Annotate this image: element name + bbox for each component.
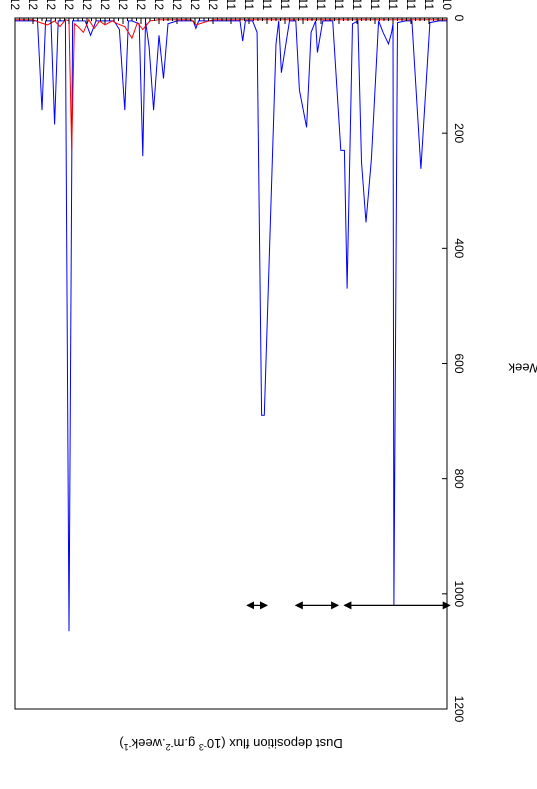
x-tick-label: 12/2010 — [440, 0, 454, 10]
x-tick-label: 09/2012 — [62, 0, 76, 10]
x-tick-label: 03/2011 — [386, 0, 400, 10]
x-tick-label: 02/2012 — [188, 0, 202, 10]
x-tick-label: 07/2011 — [314, 0, 328, 10]
x-tick-label: 06/2011 — [332, 0, 346, 10]
x-tick-label: 01/2012 — [206, 0, 220, 10]
y-tick-label: 600 — [452, 353, 466, 373]
y-axis-title: Dust deposition flux (10-3 g.m-2.week-1) — [119, 736, 343, 752]
x-tick-label: 05/2011 — [350, 0, 364, 10]
y-tick-label: 800 — [452, 469, 466, 489]
series-layer — [15, 18, 447, 632]
y-tick-label: 0 — [452, 15, 466, 22]
x-tick-label: 11/2011 — [242, 0, 256, 10]
x-axis-title: Week — [508, 361, 537, 376]
x-tick-label: 01/2011 — [422, 0, 436, 10]
y-tick-label: 1000 — [452, 580, 466, 607]
x-tick-label: 04/2012 — [152, 0, 166, 10]
x-tick-label: 10/2012 — [44, 0, 58, 10]
x-tick-label: 08/2012 — [80, 0, 94, 10]
x-tick-label: 10/2011 — [260, 0, 274, 10]
x-tick-label: 07/2012 — [98, 0, 112, 10]
x-tick-label: 11/2012 — [26, 0, 40, 10]
series-line-red — [15, 18, 447, 151]
x-tick-label: 06/2012 — [116, 0, 130, 10]
y-tick-label: 1200 — [452, 696, 466, 723]
x-tick-label: 05/2012 — [134, 0, 148, 10]
x-tick-label: 08/2011 — [296, 0, 310, 10]
y-tick-label: 400 — [452, 238, 466, 258]
x-tick-label: 03/2012 — [170, 0, 184, 10]
x-tick-label: 12/2011 — [224, 0, 238, 10]
series-line-blue — [15, 20, 447, 632]
x-tick-label: 02/2011 — [404, 0, 418, 10]
x-tick-label: 04/2011 — [368, 0, 382, 10]
plot-frame — [14, 17, 448, 710]
x-tick-label: 09/2011 — [278, 0, 292, 10]
x-tick-label: 12/2012 — [8, 0, 22, 10]
plot-area: 0 200 400 600 800 1000 1200 12/2010 01/2011 02/20… — [8, 0, 537, 752]
y-tick-label: 200 — [452, 123, 466, 143]
axis-layer: 0 200 400 600 800 1000 1200 12/2010 01/2011 02/20… — [8, 0, 466, 723]
